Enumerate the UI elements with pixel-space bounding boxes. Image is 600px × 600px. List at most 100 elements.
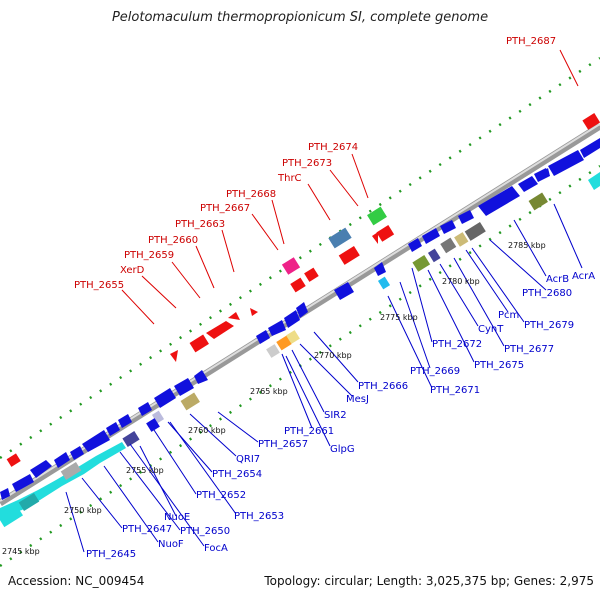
reverse-gene[interactable]	[256, 330, 270, 344]
reverse-gene[interactable]	[82, 430, 110, 452]
reverse-gene[interactable]	[454, 232, 469, 247]
reverse-gene[interactable]	[518, 176, 538, 192]
gene-label[interactable]: AcrB	[546, 274, 569, 285]
reverse-gene[interactable]	[60, 461, 82, 481]
gene-label[interactable]: PTH_2680	[522, 288, 572, 299]
gene-label[interactable]: PTH_2655	[74, 280, 124, 291]
gene-label[interactable]: PTH_2645	[86, 549, 136, 560]
reverse-gene[interactable]	[412, 255, 431, 272]
gene-label[interactable]: PTH_2667	[200, 203, 250, 214]
gene-label[interactable]: PTH_2674	[308, 142, 358, 153]
reverse-gene[interactable]	[377, 276, 391, 290]
forward-gene[interactable]	[582, 113, 600, 130]
reverse-gene[interactable]	[146, 418, 160, 432]
forward-gene[interactable]	[367, 206, 387, 226]
reverse-gene[interactable]	[528, 192, 548, 211]
gene-label[interactable]: CynT	[478, 324, 504, 335]
gene-label[interactable]: PTH_2657	[258, 439, 308, 450]
forward-gene[interactable]	[6, 453, 21, 467]
gene-label[interactable]: PTH_2654	[212, 469, 262, 480]
gene-label[interactable]: PTH_2671	[430, 385, 480, 396]
forward-gene[interactable]	[228, 312, 240, 320]
gene-label[interactable]: XerD	[120, 265, 145, 276]
reverse-gene[interactable]	[12, 474, 34, 492]
forward-gene[interactable]	[338, 245, 360, 265]
forward-gene[interactable]	[189, 334, 209, 353]
gene-label[interactable]: PTH_2652	[196, 490, 246, 501]
reverse-gene[interactable]	[422, 228, 440, 244]
scale-label: 2775 kbp	[380, 313, 418, 322]
gene-label[interactable]: PTH_2653	[234, 511, 284, 522]
reverse-gene[interactable]	[30, 460, 52, 478]
gene-label[interactable]: PTH_2666	[358, 381, 408, 392]
reverse-gene[interactable]	[284, 310, 300, 328]
gene-label[interactable]: QRI7	[236, 454, 260, 465]
reverse-gene[interactable]	[408, 238, 422, 252]
gene-label[interactable]: PTH_2661	[284, 426, 334, 437]
gene-label[interactable]: PTH_2679	[524, 320, 574, 331]
reverse-gene[interactable]	[122, 431, 140, 447]
gene-label[interactable]: PTH_2668	[226, 189, 276, 200]
reverse-gene[interactable]	[427, 248, 441, 263]
reverse-gene[interactable]	[276, 335, 292, 351]
reverse-gene[interactable]	[266, 344, 280, 358]
gene-label[interactable]: PTH_2669	[410, 366, 460, 377]
forward-gene[interactable]	[304, 267, 319, 282]
gene-label[interactable]: NuoE	[164, 512, 190, 523]
reverse-gene[interactable]	[180, 392, 200, 411]
gene-label[interactable]: PTH_2660	[148, 235, 198, 246]
reverse-gene[interactable]	[0, 506, 23, 528]
reverse-gene[interactable]	[440, 237, 457, 254]
reverse-gene[interactable]	[458, 210, 474, 224]
gene-label[interactable]: PTH_2687	[506, 36, 556, 47]
gene-label[interactable]: AcrA	[572, 271, 595, 282]
gene-label[interactable]: GlpG	[330, 444, 355, 455]
reverse-gene[interactable]	[374, 262, 386, 276]
forward-gene[interactable]	[170, 350, 178, 362]
reverse-gene[interactable]	[334, 282, 354, 300]
reverse-gene[interactable]	[18, 492, 40, 512]
forward-gene[interactable]	[376, 225, 395, 242]
reverse-gene[interactable]	[540, 168, 550, 176]
gene-label[interactable]: FocA	[204, 543, 228, 554]
gene-label[interactable]: SIR2	[324, 410, 347, 421]
reverse-gene[interactable]	[151, 410, 165, 424]
gene-label[interactable]: ThrC	[277, 173, 302, 184]
reverse-gene[interactable]	[580, 138, 600, 158]
reverse-gene[interactable]	[588, 172, 600, 190]
reverse-gene[interactable]	[118, 414, 132, 428]
gene-label[interactable]: PTH_2673	[282, 158, 332, 169]
reverse-gene[interactable]	[70, 446, 84, 460]
gene-label[interactable]: PTH_2659	[124, 250, 174, 261]
gene-label[interactable]: PTH_2672	[432, 339, 482, 350]
forward-gene[interactable]	[328, 227, 352, 249]
reverse-gene[interactable]	[106, 422, 120, 436]
gene-label[interactable]: PTH_2675	[474, 360, 524, 371]
reverse-gene[interactable]	[0, 488, 10, 500]
gene-label[interactable]: MesJ	[346, 394, 369, 405]
gene-label[interactable]: PTH_2647	[122, 524, 172, 535]
gene-label[interactable]: Pcm	[498, 310, 519, 321]
reverse-gene[interactable]	[464, 221, 486, 241]
reverse-gene[interactable]	[154, 388, 176, 408]
reverse-gene[interactable]	[194, 370, 208, 384]
reverse-gene[interactable]	[138, 402, 152, 416]
reverse-gene[interactable]	[268, 320, 286, 336]
forward-gene[interactable]	[206, 321, 234, 339]
forward-gene[interactable]	[290, 277, 306, 293]
gene-label[interactable]: PTH_2650	[180, 526, 230, 537]
reverse-gene[interactable]	[54, 452, 70, 468]
forward-gene[interactable]	[250, 308, 258, 316]
reverse-gene[interactable]	[286, 330, 300, 344]
forward-gene[interactable]	[281, 257, 301, 275]
gene-label[interactable]: PTH_2677	[504, 344, 554, 355]
reverse-gene[interactable]	[548, 150, 584, 176]
gene-label[interactable]: NuoF	[158, 539, 184, 550]
reverse-gene[interactable]	[478, 186, 520, 216]
reverse-gene[interactable]	[440, 220, 456, 234]
forward-gene[interactable]	[372, 232, 378, 244]
reverse-gene[interactable]	[296, 302, 308, 318]
gene-label[interactable]: PTH_2663	[175, 219, 225, 230]
reverse-gene[interactable]	[174, 378, 194, 396]
